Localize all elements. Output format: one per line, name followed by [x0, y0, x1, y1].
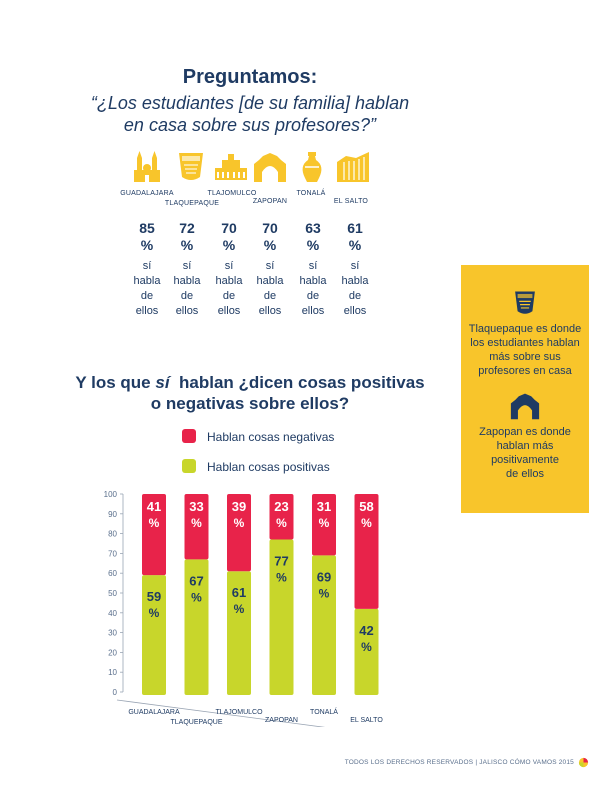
y-tick-label: 60 — [108, 569, 117, 578]
waterfall-icon — [337, 152, 369, 182]
legend-label-positive: Hablan cosas positivas — [207, 460, 330, 474]
data-label-positive-unit: % — [234, 602, 245, 616]
data-label-positive-unit: % — [319, 586, 330, 600]
question-title: Preguntamos: — [182, 66, 318, 88]
y-tick-label: 80 — [108, 530, 117, 539]
data-label-positive: 61 — [232, 585, 246, 600]
label-zapopan: ZAPOPAN — [252, 198, 288, 205]
label-guadalajara: GUADALAJARA — [120, 190, 174, 197]
data-label-positive: 42 — [359, 623, 373, 638]
data-label-positive: 69 — [317, 569, 331, 584]
label-tlajomulco: TLAJOMULCO — [207, 190, 257, 197]
bar-negative — [312, 494, 336, 556]
legend-swatch-negative — [182, 429, 196, 443]
bar-negative — [354, 494, 379, 609]
data-label-positive-unit: % — [276, 571, 287, 585]
ceramic-pot-icon — [179, 153, 203, 180]
data-label-negative: 39 — [232, 499, 246, 514]
data-label-negative-unit: % — [234, 516, 245, 530]
y-tick-label: 10 — [108, 668, 117, 677]
data-label-negative: 31 — [317, 499, 331, 514]
x-axis-line — [116, 699, 326, 727]
x-category-label: TONALÁ — [310, 707, 338, 716]
data-label-negative-unit: % — [319, 516, 330, 530]
y-tick-label: 90 — [108, 510, 117, 519]
pct-guadalajara: 85% — [139, 220, 155, 253]
desc-tlajomulco: sí habla de ellos — [215, 260, 243, 317]
x-category-label: ZAPOPAN — [265, 717, 298, 724]
pct-el-salto: 61% — [347, 220, 363, 253]
data-label-negative-unit: % — [276, 516, 287, 530]
cathedral-icon — [134, 151, 160, 182]
pct-zapopan: 70% — [262, 220, 278, 253]
section2-line-2: o negativas sobre ellos? — [150, 394, 350, 413]
data-label-negative: 41 — [147, 499, 161, 514]
bar-positive — [184, 559, 209, 695]
bar-negative — [227, 494, 251, 572]
logo-icon — [578, 757, 589, 768]
bar-positive — [269, 539, 294, 695]
pct-tonala: 63% — [305, 220, 321, 253]
y-tick-label: 70 — [108, 549, 117, 558]
pct-tlajomulco: 70% — [221, 220, 237, 253]
x-category-label: TLAJOMULCO — [215, 709, 263, 716]
data-label-positive: 67 — [189, 573, 203, 588]
y-tick-label: 0 — [113, 688, 118, 697]
section2-title: Y los que sí hablan ¿dicen cosas positiv… — [60, 372, 440, 414]
label-tonala: TONALÁ — [296, 190, 326, 197]
vase-icon — [302, 152, 322, 182]
question-line-1: “¿Los estudiantes [de su familia] hablan — [90, 93, 410, 113]
data-label-negative: 33 — [189, 499, 203, 514]
desc-tlaquepaque: sí habla de ellos — [173, 260, 201, 317]
callout-box: Tlaquepaque es donde los estudiantes habl… — [461, 265, 589, 513]
y-tick-label: 100 — [104, 490, 118, 499]
data-label-positive: 77 — [274, 554, 288, 569]
y-tick-label: 20 — [108, 648, 117, 657]
section2-line-1: Y los que sí hablan ¿dicen cosas positiv… — [75, 373, 425, 392]
footer-text: TODOS LOS DERECHOS RESERVADOS | JALISCO … — [344, 759, 574, 766]
stacked-bar-chart: 0 10 20 30 40 50 60 70 80 90 100 41% 59% GUADALAJARA 3… — [104, 490, 383, 727]
data-label-positive-unit: % — [149, 606, 160, 620]
data-label-negative-unit: % — [361, 516, 372, 530]
legend-label-negative: Hablan cosas negativas — [207, 430, 335, 444]
data-label-negative: 23 — [274, 499, 288, 514]
x-category-label: GUADALAJARA — [128, 709, 180, 716]
arch-icon — [254, 153, 286, 182]
bar-negative — [269, 494, 294, 540]
ceramic-pot-icon — [515, 291, 535, 314]
arch-icon — [510, 393, 540, 420]
callout-text-zapopan: Zapopan es donde hablan más positivamente d… — [479, 426, 571, 480]
bar-negative — [142, 494, 166, 576]
data-label-positive-unit: % — [361, 640, 372, 654]
data-label-negative-unit: % — [191, 516, 202, 530]
desc-el-salto: sí habla de ellos — [341, 260, 369, 317]
y-tick-label: 30 — [108, 629, 117, 638]
data-label-positive: 59 — [147, 589, 161, 604]
bar-negative — [184, 494, 209, 560]
x-category-label: TLAQUEPAQUE — [171, 719, 223, 726]
bar-positive — [142, 575, 166, 695]
bar-positive — [312, 555, 336, 695]
question-line-2: en casa sobre sus profesores?” — [123, 115, 377, 135]
callout-text-tlaquepaque: Tlaquepaque es donde los estudiantes habl… — [468, 323, 582, 377]
desc-tonala: sí habla de ellos — [299, 260, 327, 317]
data-label-positive-unit: % — [191, 590, 202, 604]
bar-positive — [227, 571, 251, 695]
data-label-negative: 58 — [359, 499, 373, 514]
pct-tlaquepaque: 72% — [179, 220, 195, 253]
bar-positive — [354, 608, 379, 695]
label-el-salto: EL SALTO — [333, 198, 369, 205]
desc-guadalajara: sí habla de ellos — [133, 260, 161, 317]
label-tlaquepaque: TLAQUEPAQUE — [164, 200, 220, 207]
building-icon — [215, 154, 247, 180]
y-tick-label: 50 — [108, 589, 117, 598]
y-tick-label: 40 — [108, 609, 117, 618]
legend-swatch-positive — [182, 459, 196, 473]
data-label-negative-unit: % — [149, 516, 160, 530]
question-text: “¿Los estudiantes [de su familia] hablan… — [50, 92, 450, 136]
desc-zapopan: sí habla de ellos — [256, 260, 284, 317]
x-category-label: EL SALTO — [350, 717, 383, 724]
